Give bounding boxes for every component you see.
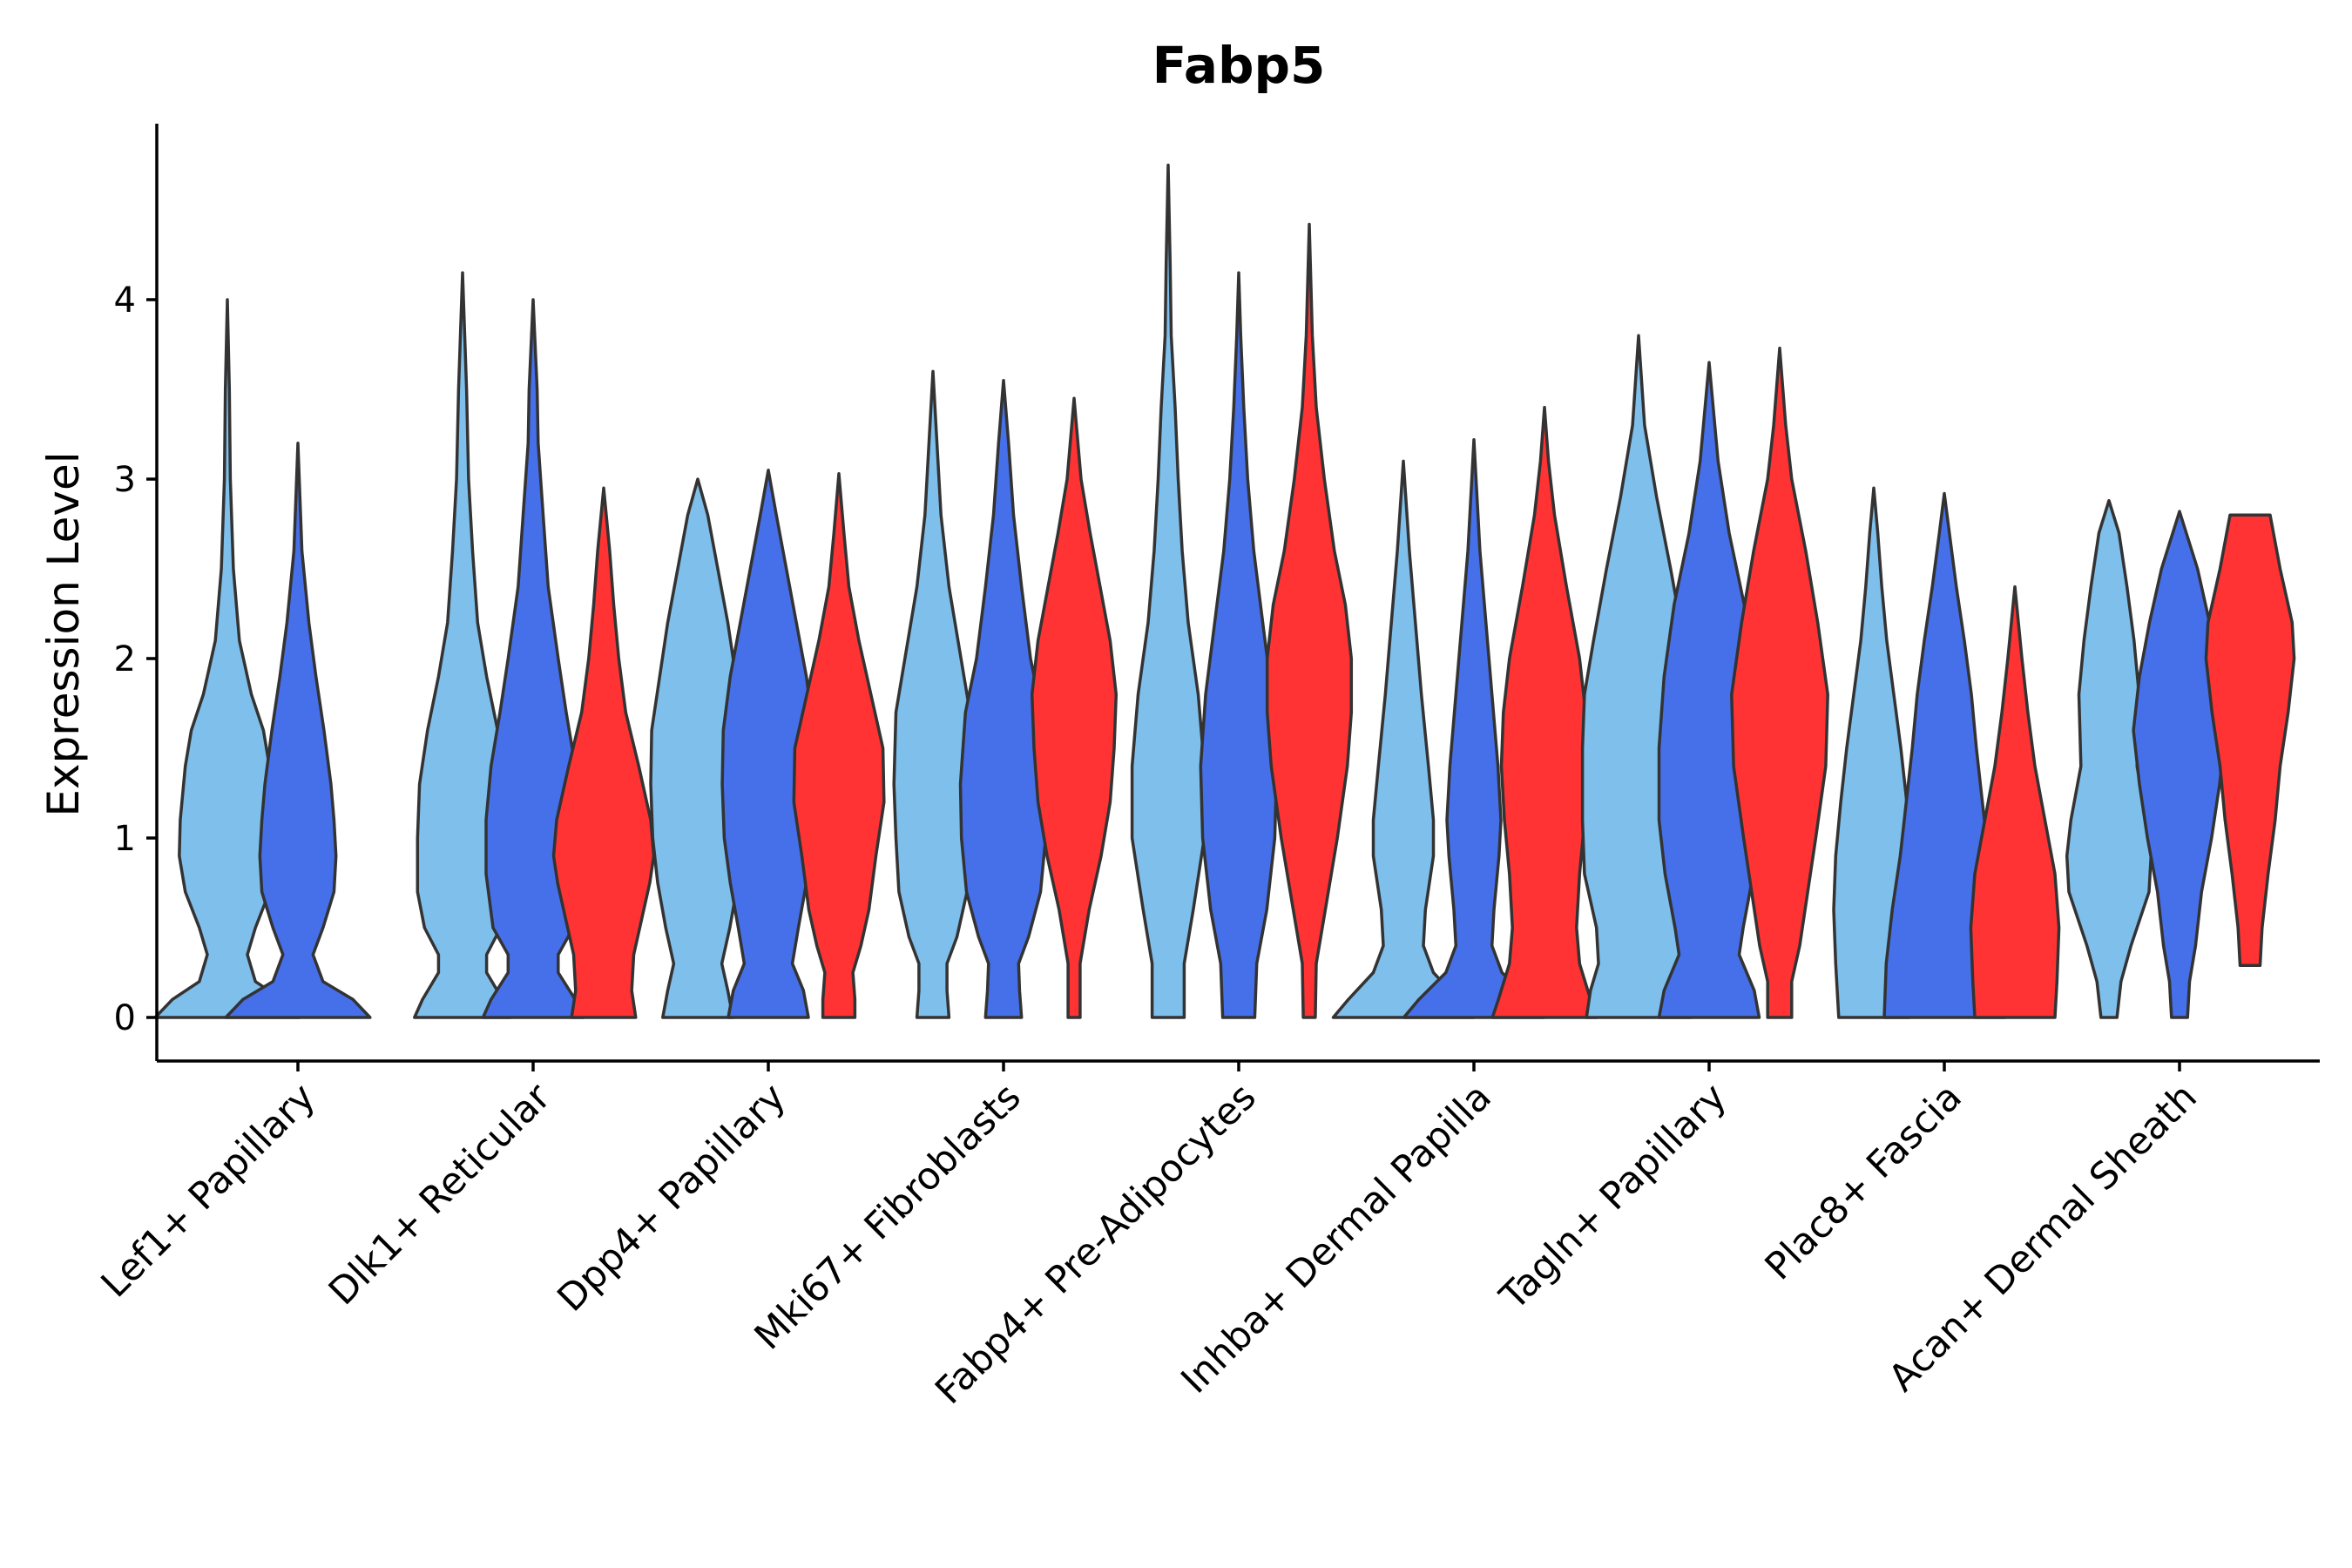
violin-inhba-dermal-papilla-1 [1331, 459, 1476, 1019]
violin-fabp4-pre-adipocytes-2 [1199, 271, 1279, 1019]
x-tick-label-lef1-papillary: Lef1+ Papillary [93, 1075, 324, 1306]
violin-mki67-fibroblasts-2 [958, 378, 1049, 1019]
violin-dlk1-reticular-3 [551, 486, 656, 1019]
violin-mki67-fibroblasts-1 [892, 369, 974, 1019]
x-tick-label-dpp4-papillary: Dpp4+ Papillary [550, 1075, 794, 1320]
y-tick-label: 2 [114, 639, 136, 679]
y-tick-label: 3 [114, 460, 136, 500]
y-tick-label: 0 [114, 998, 136, 1038]
violin-inhba-dermal-papilla-3 [1490, 405, 1598, 1019]
violin-fabp4-pre-adipocytes-3 [1265, 222, 1354, 1019]
violin-mki67-fibroblasts-3 [1030, 396, 1119, 1019]
violins-layer [153, 163, 2296, 1019]
violin-acan-dermal-sheath-3 [2204, 513, 2296, 968]
y-ticks: 0 1 2 3 4 [114, 280, 157, 1038]
x-tick-label-tagln-papillary: Tagln+ Papillary [1491, 1075, 1735, 1319]
violin-lef1-papillary-2 [224, 442, 372, 1019]
y-axis-label: Expression Level [38, 451, 89, 816]
violin-acan-dermal-sheath-2 [2132, 510, 2227, 1019]
violin-tagln-papillary-3 [1730, 346, 1829, 1019]
y-tick-label: 4 [114, 280, 136, 321]
x-tick-label-mki67-fibroblasts: Mki67+ Fibroblasts [747, 1075, 1030, 1358]
violin-fabp4-pre-adipocytes-1 [1130, 163, 1206, 1019]
x-tick-label-plac8-fascia: Plac8+ Fascia [1757, 1075, 1970, 1288]
y-tick-label: 1 [114, 819, 136, 859]
violin-dpp4-papillary-3 [792, 472, 886, 1019]
violin-inhba-dermal-papilla-2 [1402, 437, 1546, 1019]
chart-title: Fabp5 [1152, 36, 1326, 95]
x-tick-label-dlk1-reticular: Dlk1+ Reticular [321, 1075, 559, 1314]
violin-plac8-fascia-3 [1969, 585, 2061, 1019]
